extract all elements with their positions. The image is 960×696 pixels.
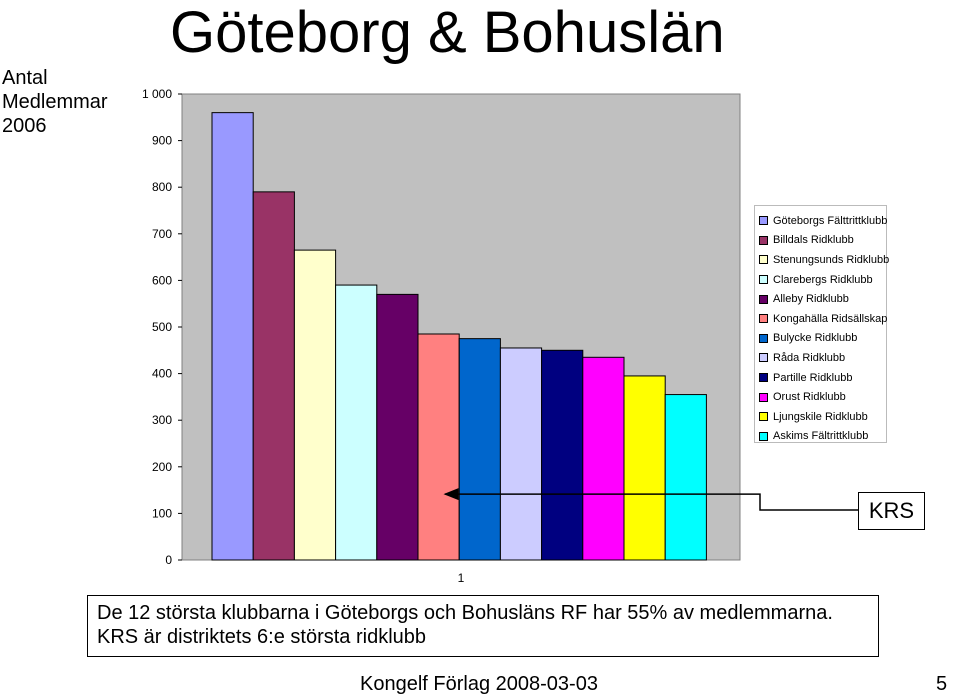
- y-tick-label: 800: [152, 180, 172, 194]
- bars: [211, 112, 707, 561]
- legend-item: Ljungskile Ridklubb: [755, 407, 886, 427]
- y-tick-label: 600: [152, 273, 172, 287]
- legend-swatch: [759, 333, 768, 343]
- legend-label: Orust Ridklubb: [773, 391, 846, 404]
- legend-label: Partille Ridklubb: [773, 371, 853, 384]
- bar-råda-ridklubb: [499, 347, 543, 561]
- legend-label: Clarebergs Ridklubb: [773, 273, 873, 286]
- bar-askims-fältrittklubb: [664, 394, 707, 561]
- bar-stenungsunds-ridklubb: [293, 249, 337, 561]
- legend-swatch: [759, 353, 768, 363]
- legend-item: Bulycke Ridklubb: [755, 329, 886, 349]
- y-tick-label: 500: [152, 320, 172, 334]
- legend-swatch: [759, 431, 768, 441]
- legend-swatch: [759, 275, 768, 285]
- y-tick-label: 400: [152, 367, 172, 381]
- legend-label: Stenungsunds Ridklubb: [773, 253, 890, 266]
- y-tick-label: 900: [152, 134, 172, 148]
- caption-box: De 12 största klubbarna i Göteborgs och …: [87, 595, 879, 657]
- legend-swatch: [759, 255, 768, 265]
- legend-item: Clarebergs Ridklubb: [755, 270, 886, 290]
- y-tick-label: 100: [152, 506, 172, 520]
- legend: Göteborgs Fälttrittklubb Billdals Ridklub…: [754, 205, 890, 443]
- legend-item: Göteborgs Fälttrittklubb: [755, 211, 888, 231]
- legend-swatch: [759, 216, 768, 226]
- krs-annotation-label: KRS: [858, 492, 925, 530]
- y-tick-label: 300: [152, 413, 172, 427]
- legend-label: Askims Fältrittklubb: [773, 430, 869, 443]
- footer-text: Kongelf Förlag 2008-03-03: [360, 673, 598, 695]
- y-axis-label-line: Medlemmar: [2, 91, 108, 113]
- bar-orust-ridklubb: [582, 356, 625, 561]
- caption-line: KRS är distriktets 6:e största ridklubb: [97, 626, 427, 648]
- x-tick-label: 1: [458, 571, 465, 585]
- legend-item: Orust Ridklubb: [755, 387, 886, 407]
- legend-item: Kongahälla Ridsällskap: [755, 309, 888, 329]
- y-axis-label-line: Antal: [2, 67, 48, 89]
- legend-item: Billdals Ridklubb: [755, 231, 886, 251]
- legend-label: Alleby Ridklubb: [773, 293, 849, 306]
- legend-swatch: [759, 392, 768, 402]
- annotation-arrow: [443, 488, 858, 511]
- legend-label: Bulycke Ridklubb: [773, 332, 858, 345]
- y-axis-label-line: 2006: [2, 115, 47, 137]
- legend-swatch: [759, 412, 768, 422]
- legend-swatch: [759, 314, 768, 324]
- legend-item: Alleby Ridklubb: [755, 289, 886, 309]
- bar-alleby-ridklubb: [376, 293, 419, 561]
- bar-bulycke-ridklubb: [458, 338, 501, 561]
- page-number: 5: [936, 673, 948, 695]
- bar-ljungskile-ridklubb: [623, 375, 666, 561]
- legend-swatch: [759, 294, 768, 304]
- legend-label: Kongahälla Ridsällskap: [773, 312, 888, 325]
- legend-swatch: [759, 235, 768, 245]
- legend-label: Billdals Ridklubb: [773, 234, 854, 247]
- y-tick-label: 1 000: [142, 87, 172, 101]
- y-tick-label: 700: [152, 227, 172, 241]
- y-axis-label: Antal Medlemmar 2006: [2, 66, 142, 138]
- bar-clarebergs-ridklubb: [335, 284, 378, 561]
- caption-line: De 12 största klubbarna i Göteborgs och …: [97, 602, 833, 624]
- legend-label: Ljungskile Ridklubb: [773, 410, 868, 423]
- y-tick-label: 200: [152, 460, 172, 474]
- legend-label: Göteborgs Fälttrittklubb: [773, 214, 888, 227]
- legend-item: Askims Fältrittklubb: [755, 427, 886, 447]
- legend-swatch: [759, 373, 768, 383]
- y-tick-label: 0: [165, 553, 172, 567]
- bar-göteborgs-fälttrittklubb: [211, 112, 254, 561]
- bar-billdals-ridklubb: [252, 191, 295, 561]
- bar-partille-ridklubb: [541, 349, 584, 561]
- y-axis: 0 100 200 300 400 500 600 700 800 900 1 000: [142, 87, 182, 567]
- legend-item: Stenungsunds Ridklubb: [755, 250, 890, 270]
- legend-item: Råda Ridklubb: [755, 348, 886, 368]
- bar-chart: 0 100 200 300 400 500 600 700 800 900 1 000 1: [142, 87, 858, 585]
- krs-annotation: [443, 488, 858, 511]
- legend-item: Partille Ridklubb: [755, 368, 886, 388]
- x-axis: 1: [458, 571, 465, 585]
- slide-title: Göteborg & Bohuslän: [170, 0, 725, 65]
- legend-label: Råda Ridklubb: [773, 351, 846, 364]
- bar-kongahälla-ridsällskap: [417, 333, 460, 561]
